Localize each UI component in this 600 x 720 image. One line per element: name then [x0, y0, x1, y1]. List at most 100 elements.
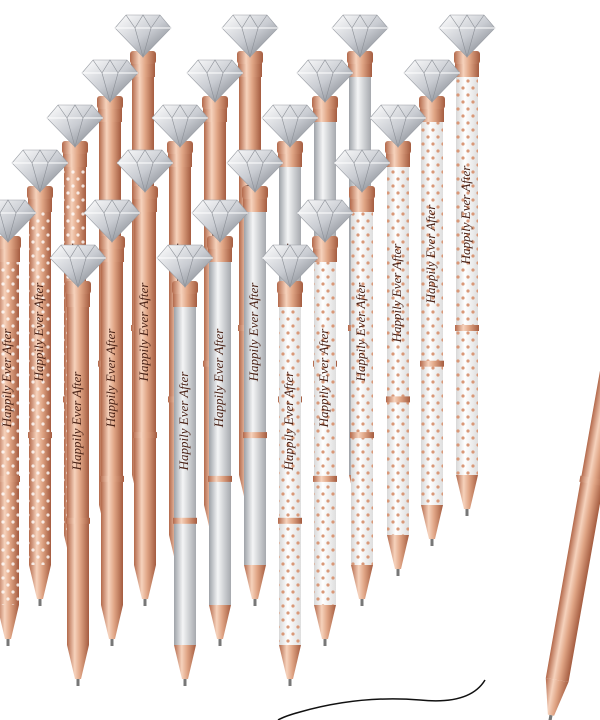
pen: Happily Ever After	[191, 199, 249, 646]
pen-body	[209, 248, 231, 605]
diamond-facet	[342, 14, 378, 29]
pen-tip	[38, 599, 42, 606]
pen-group: Happily Ever After Happily Ever After Happ…	[0, 14, 600, 720]
pen-diamond	[296, 59, 354, 103]
pen-cone	[101, 605, 123, 639]
pen-band	[133, 432, 157, 439]
diamond-facet	[307, 199, 343, 214]
diamond-facet	[380, 104, 416, 119]
pen-diamond	[49, 244, 107, 288]
pen-dots	[0, 248, 19, 605]
pen-diamond	[261, 104, 319, 148]
pen-band	[0, 475, 20, 482]
pen-band	[66, 517, 90, 524]
diamond-facet	[353, 162, 371, 194]
pen-diamond	[186, 59, 244, 103]
pen-body	[545, 127, 600, 683]
pen-tip	[183, 679, 187, 686]
pen: Happily Ever After	[545, 127, 600, 720]
diamond-facet	[22, 149, 58, 164]
diamond-facet	[0, 212, 17, 244]
diamond-facet	[237, 149, 273, 164]
pen-band	[63, 153, 87, 167]
pen-band	[28, 432, 52, 439]
pen-band	[168, 153, 192, 167]
diamond-facet	[316, 212, 334, 244]
pen-cone	[387, 535, 409, 569]
pen-tip	[548, 714, 553, 720]
pen-tip	[430, 539, 434, 546]
pen-text: Happily Ever After	[281, 371, 296, 472]
diamond-facet	[202, 199, 238, 214]
pen-cone	[421, 505, 443, 539]
diamond-facet	[60, 244, 96, 259]
pen-diamond	[438, 14, 496, 58]
pen-band	[208, 248, 232, 262]
pen-cone	[545, 678, 569, 716]
pen-text: Happily Ever After	[316, 328, 331, 429]
pen-dots	[421, 108, 443, 505]
pen-text: Happily Ever After	[136, 282, 151, 383]
pen-band	[313, 108, 337, 122]
pen-cone	[174, 645, 196, 679]
pen-dots	[279, 293, 301, 645]
diamond-facet	[458, 27, 476, 59]
pen-text: Happily Ever After	[211, 328, 226, 429]
pen-text: Happily Ever After	[103, 328, 118, 429]
pen-diamond	[191, 199, 249, 243]
pen-text: Happily Ever After	[69, 371, 84, 472]
diamond-facet	[167, 244, 203, 259]
diamond-facet	[176, 257, 194, 289]
pen-band	[278, 293, 302, 307]
pen-band	[133, 198, 157, 212]
diamond-facet	[423, 72, 441, 104]
large-pen: Happily Ever After	[545, 127, 600, 720]
pen-band	[100, 475, 124, 482]
diamond-facet	[162, 104, 198, 119]
pen-dots	[387, 153, 409, 535]
pen-band	[313, 248, 337, 262]
pen-body	[67, 293, 89, 645]
pen-band	[350, 432, 374, 439]
pen-body	[101, 248, 123, 605]
diamond-facet	[449, 14, 485, 29]
pen-dots	[351, 198, 373, 565]
diamond-facet	[206, 72, 224, 104]
diamond-facet	[389, 117, 407, 149]
diamond-facet	[101, 72, 119, 104]
pen-text: Happily Ever After	[246, 282, 261, 383]
pen-text: Happily Ever After	[31, 282, 46, 383]
pen-band	[455, 63, 479, 77]
pen-band	[173, 293, 197, 307]
pen-band	[278, 517, 302, 524]
pen-band	[455, 325, 479, 331]
diamond-facet	[281, 117, 299, 149]
pen-band	[0, 248, 20, 262]
pen-cone	[209, 605, 231, 639]
pen-tip	[143, 599, 147, 606]
diamond-facet	[197, 59, 233, 74]
pen-diamond	[333, 149, 391, 193]
diamond-facet	[127, 149, 163, 164]
pen-dots	[314, 248, 336, 605]
pen-band	[28, 198, 52, 212]
pen-band	[579, 475, 600, 487]
pen-text: Happily Ever After	[389, 243, 404, 344]
pen-diamond	[11, 149, 69, 193]
diamond-facet	[57, 104, 93, 119]
pen-cone	[0, 605, 19, 639]
pen-dots	[456, 63, 478, 475]
pen: Happily Ever After	[226, 149, 284, 606]
pen-band	[208, 475, 232, 482]
diamond-facet	[69, 257, 87, 289]
diamond-facet	[316, 72, 334, 104]
pen-cone	[67, 645, 89, 679]
pen-band	[350, 198, 374, 212]
ink-line	[277, 679, 486, 720]
pen-cone	[134, 565, 156, 599]
pen-diamond	[114, 14, 172, 58]
pen: Happily Ever After	[369, 104, 427, 576]
pen-band	[66, 293, 90, 307]
pen: Happily Ever After	[438, 14, 496, 516]
